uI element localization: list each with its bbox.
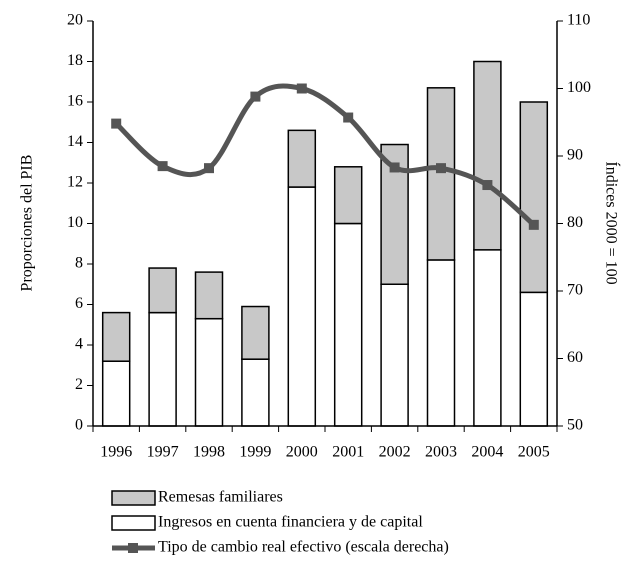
line-marker (482, 180, 493, 191)
y-tick-label: 12 (67, 174, 83, 191)
y-tick-label: 0 (75, 417, 83, 434)
legend-swatch (111, 515, 156, 531)
line-marker (296, 83, 307, 94)
y2-tick-label: 80 (567, 214, 583, 231)
x-tick-label: 2000 (286, 444, 318, 461)
bar-segment (519, 101, 549, 294)
legend-label: Tipo de cambio real efectivo (escala der… (158, 539, 449, 556)
legend-label: Remesas familiares (158, 489, 283, 506)
line-marker (157, 161, 168, 172)
bar-segment (287, 129, 317, 188)
bar-segment (426, 87, 456, 261)
line (114, 83, 536, 227)
line-marker (343, 112, 354, 123)
bar-segment (473, 60, 502, 251)
bar-segment (287, 186, 317, 427)
bar-segment (194, 271, 224, 320)
bar-segment (194, 317, 224, 427)
y2-tick-label: 90 (567, 147, 583, 164)
bar-segment (473, 249, 502, 427)
x-tick-label: 1996 (100, 444, 132, 461)
bar-segment (101, 311, 131, 362)
y-tick-label: 18 (67, 52, 83, 69)
y-axis-label: Proporciones del PIB (19, 155, 36, 292)
y-tick-label: 10 (67, 214, 83, 231)
x-tick-label: 1997 (147, 444, 179, 461)
y-tick-label: 16 (67, 93, 83, 110)
y-tick-label: 8 (75, 255, 83, 272)
bar-segment (101, 360, 131, 427)
bar-segment (426, 259, 456, 427)
x-tick-label: 2002 (379, 444, 411, 461)
bar-segment (380, 283, 409, 427)
bar-segment (519, 291, 549, 427)
y-tick-label: 2 (75, 376, 83, 393)
line-marker (528, 219, 539, 230)
y2-tick-label: 110 (567, 12, 590, 29)
y-tick-label: 20 (67, 12, 83, 29)
x-tick-label: 1999 (239, 444, 271, 461)
y-tick-label: 4 (75, 336, 83, 353)
bar-segment (333, 222, 363, 427)
y2-tick-label: 100 (567, 79, 591, 96)
y-tick-label: 14 (67, 133, 83, 150)
line-marker (250, 91, 261, 102)
x-tick-label: 1998 (193, 444, 225, 461)
bar-segment (148, 311, 177, 427)
y2-tick-label: 70 (567, 282, 583, 299)
x-tick-label: 2003 (425, 444, 457, 461)
x-tick-label: 2005 (518, 444, 550, 461)
line-marker (436, 163, 446, 174)
y2-axis-label: Índices 2000 = 100 (602, 161, 621, 284)
line-marker (111, 118, 122, 129)
bar-segment (241, 358, 270, 427)
y2-tick-label: 60 (567, 349, 583, 366)
bar-segment (333, 166, 363, 225)
bar-segment (148, 267, 177, 314)
line-marker (204, 163, 214, 174)
legend-swatch (111, 490, 156, 506)
legend-swatch (128, 543, 138, 553)
legend-label: Ingresos en cuenta financiera y de capit… (158, 514, 423, 531)
line-marker (389, 162, 400, 173)
bar-segment (241, 305, 270, 360)
x-tick-label: 2001 (332, 444, 364, 461)
y2-tick-label: 50 (567, 417, 583, 434)
x-tick-label: 2004 (471, 444, 503, 461)
y-tick-label: 6 (75, 295, 83, 312)
